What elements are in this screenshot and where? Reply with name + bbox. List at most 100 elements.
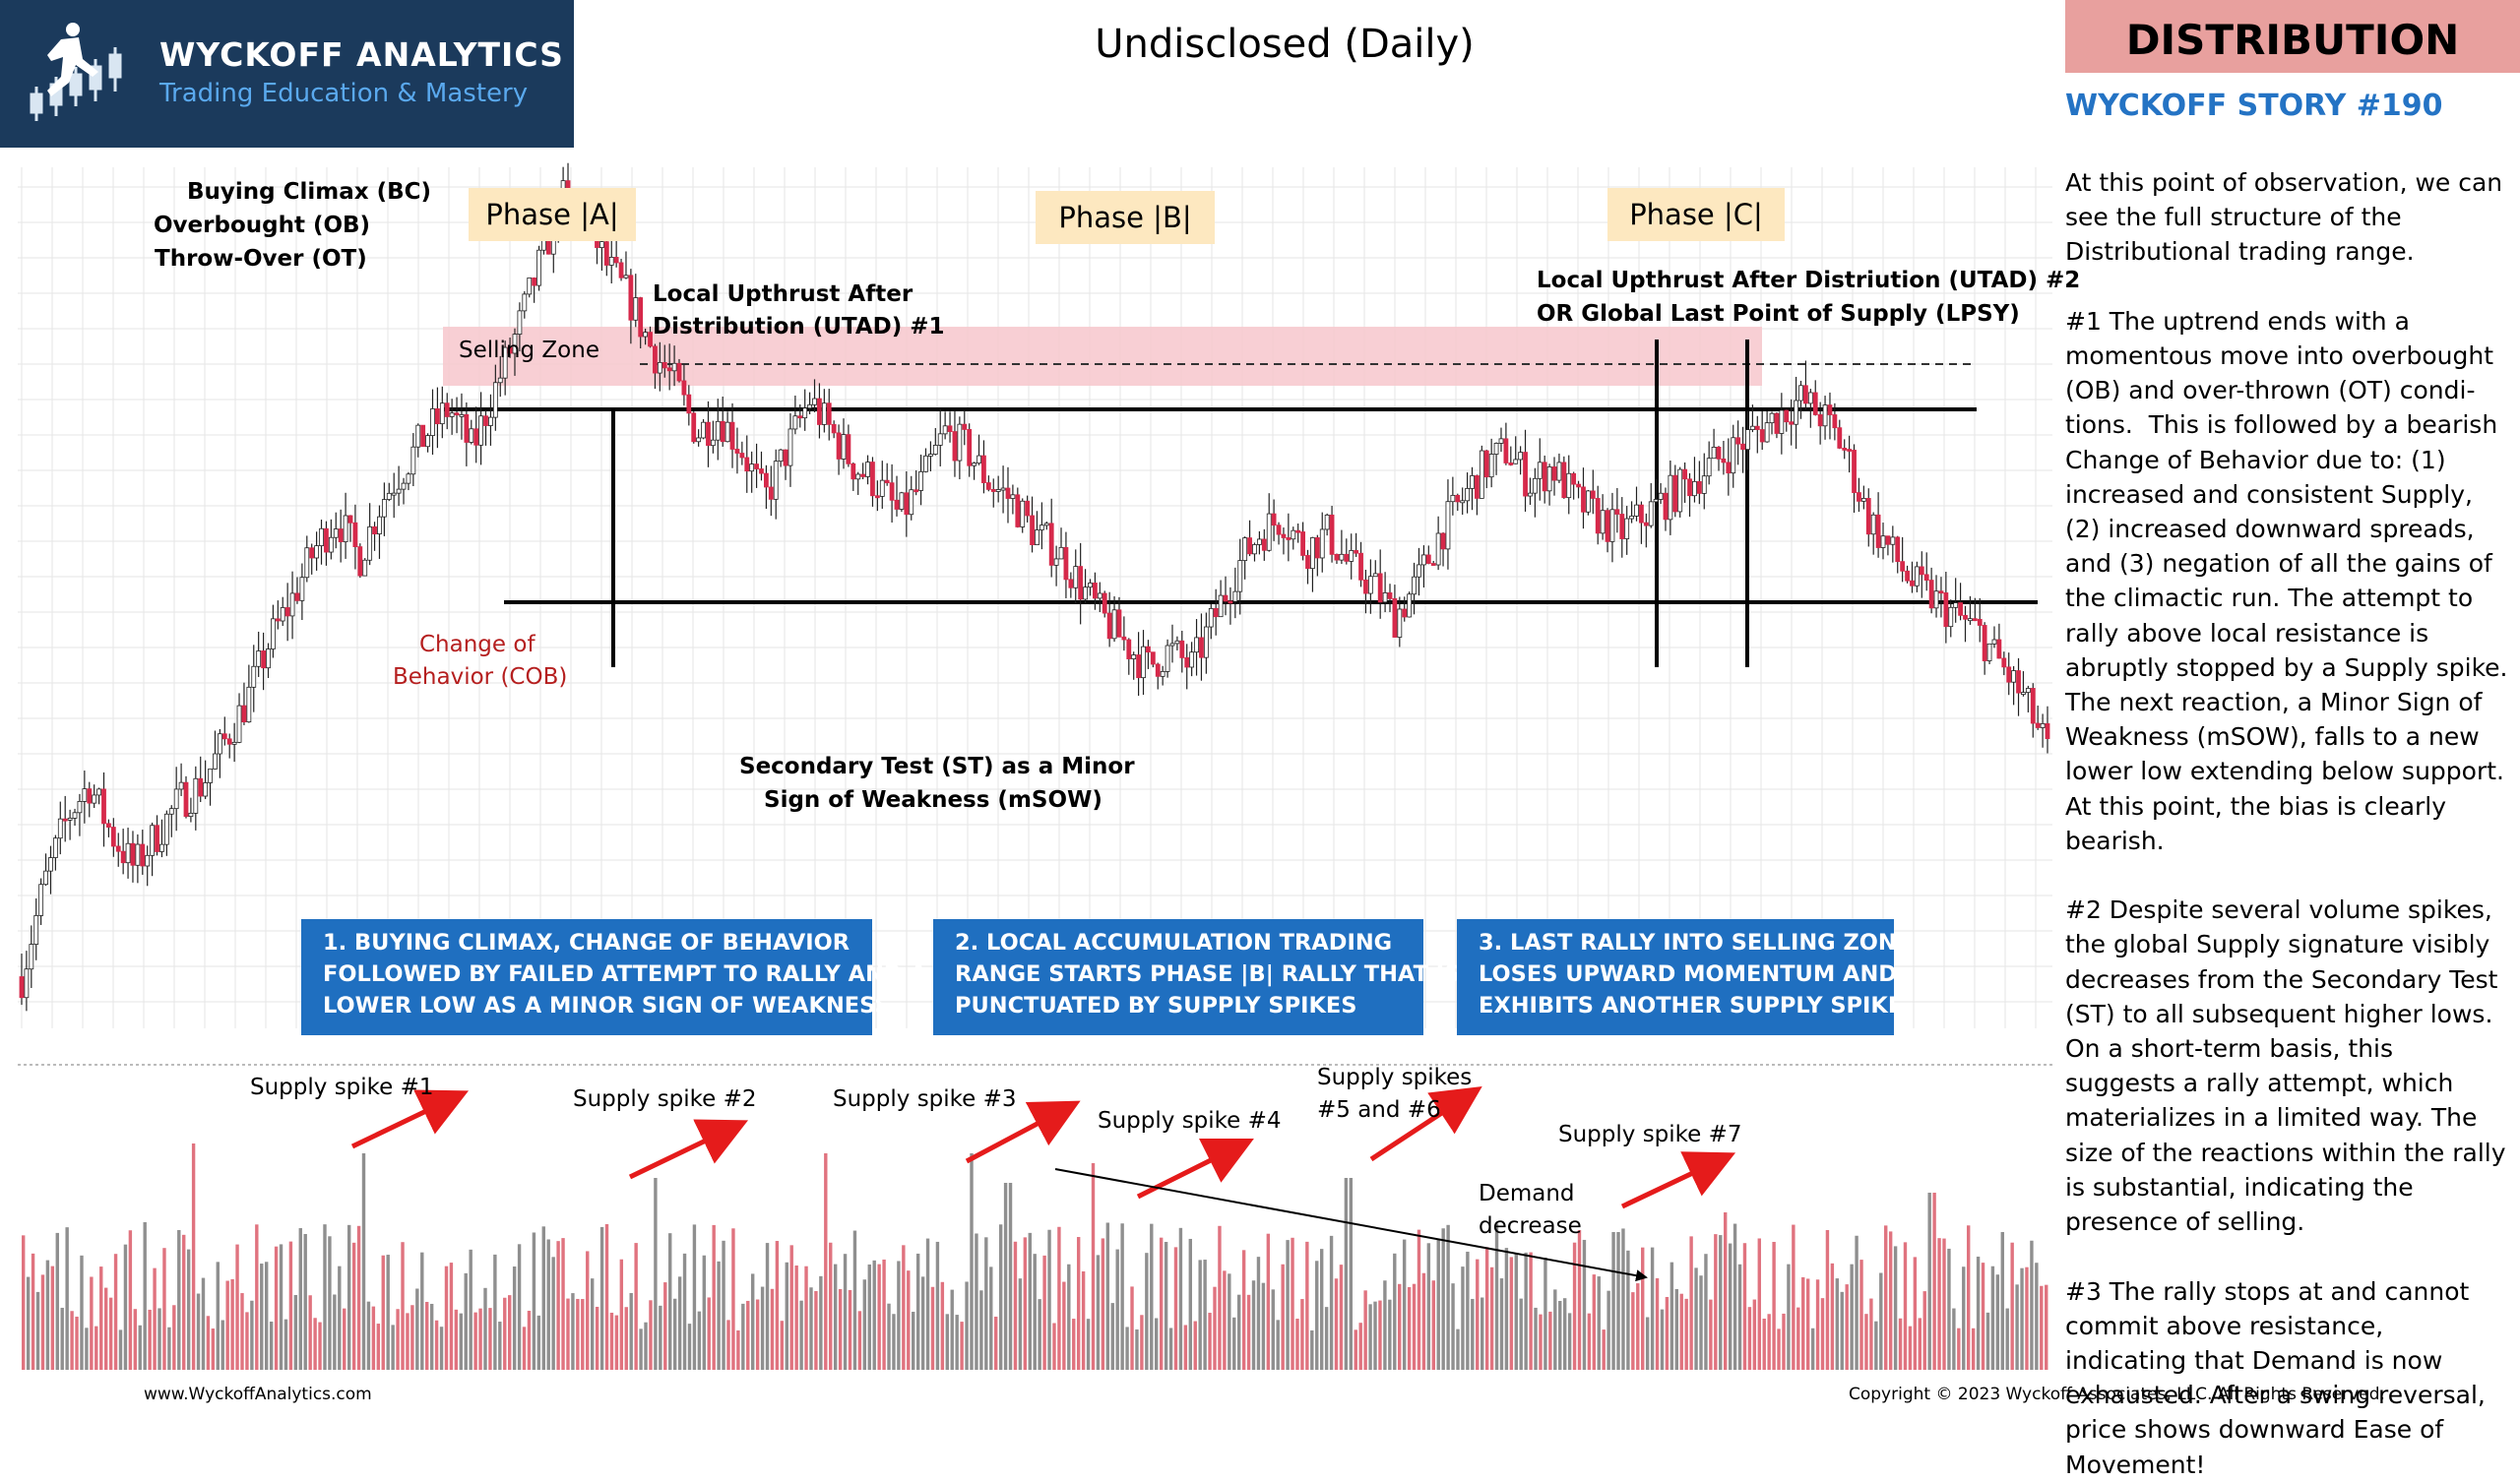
candle-body [362, 559, 368, 577]
volume-bars [22, 1143, 2048, 1370]
volume-bar [546, 1239, 550, 1370]
candle-body [662, 361, 667, 369]
demand-decrease-label-1: Demand [1479, 1181, 1575, 1206]
volume-bar [751, 1273, 755, 1370]
candle-body [1653, 499, 1659, 503]
candle-body [1590, 490, 1596, 499]
candle-body [1735, 437, 1741, 445]
candle-body [1329, 514, 1335, 555]
candle-body [1358, 552, 1363, 581]
candle-body [1479, 450, 1484, 499]
volume-bar [726, 1320, 730, 1370]
volume-bar [789, 1245, 793, 1370]
candle-body [48, 857, 53, 872]
volume-bar [90, 1276, 94, 1370]
utad1-label-1: Local Upthrust After [653, 281, 914, 307]
volume-bar [1120, 1223, 1124, 1370]
candle-body [1687, 478, 1692, 497]
candle-body [749, 463, 755, 472]
volume-bar [1602, 1329, 1606, 1370]
candle-body [599, 241, 604, 248]
candle-body [628, 275, 634, 321]
logo-runner-icon [30, 23, 122, 121]
candle-body [1179, 640, 1185, 658]
volume-bar [328, 1236, 332, 1370]
volume-bar [138, 1325, 142, 1370]
st-label-1: Secondary Test (ST) as a Minor [739, 754, 1135, 779]
candle-body [874, 495, 880, 499]
candlesticks [19, 162, 2050, 1012]
volume-bar [1879, 1272, 1883, 1370]
candle-body [1706, 458, 1712, 477]
candle-body [1716, 446, 1722, 460]
candle-body [1291, 529, 1296, 540]
candle-body [942, 425, 948, 435]
volume-bar [425, 1301, 429, 1370]
candle-body [1073, 566, 1079, 588]
candle-body [1319, 528, 1325, 559]
candle-body [1822, 404, 1828, 427]
utad2-label-2: OR Global Last Point of Supply (LPSY) [1537, 301, 2020, 327]
volume-bar [269, 1322, 274, 1370]
candle-body [1996, 639, 2002, 659]
volume-bar [935, 1241, 940, 1370]
volume-bar [172, 1305, 176, 1370]
candle-body [67, 817, 73, 821]
volume-bar [862, 1279, 867, 1370]
volume-bar [371, 1306, 376, 1370]
volume-bar [444, 1266, 449, 1370]
candle-body [1842, 448, 1848, 451]
candle-body [1440, 532, 1446, 550]
candle-body [536, 249, 541, 286]
candle-body [2001, 657, 2007, 668]
candle-body [1141, 646, 1146, 679]
volume-bar [1305, 1241, 1309, 1370]
volume-bar [406, 1313, 410, 1370]
candle-body [304, 547, 310, 579]
candle-body [899, 492, 905, 510]
volume-bar [2010, 1242, 2014, 1370]
volume-bar [1524, 1252, 1528, 1370]
candle-body [1005, 487, 1011, 499]
volume-bar [478, 1308, 482, 1370]
candle-body [208, 769, 213, 783]
volume-bar [1291, 1237, 1294, 1370]
candle-body [415, 424, 421, 448]
candle-body [280, 607, 285, 622]
volume-bar [1913, 1257, 1918, 1370]
candle-body [517, 310, 523, 336]
candle-body [1223, 594, 1228, 602]
info-box-2-line-1: 2. LOCAL ACCUMULATION TRADING [955, 930, 1393, 956]
volume-bar [1777, 1328, 1781, 1370]
candle-body [1528, 492, 1533, 497]
candle-body [1875, 514, 1881, 548]
candle-body [1672, 474, 1678, 513]
candle-body [2040, 722, 2046, 728]
candle-body [1677, 468, 1683, 513]
volume-bar [682, 1253, 687, 1370]
volume-bar [1266, 1233, 1271, 1370]
candle-body [1518, 452, 1524, 461]
volume-bar [1261, 1282, 1266, 1370]
candle-body [492, 382, 498, 418]
cob-label-1: Change of [419, 632, 536, 657]
volume-bar [566, 1298, 570, 1370]
candle-body [1247, 537, 1252, 555]
candle-body [1870, 514, 1876, 535]
volume-bar [833, 1264, 838, 1370]
volume-bar [1922, 1291, 1926, 1370]
candle-body [120, 850, 126, 864]
volume-bar [1232, 1317, 1236, 1370]
supply-arrow-5 [1369, 1086, 1482, 1162]
candle-body [1131, 654, 1137, 659]
volume-bar [1344, 1178, 1349, 1370]
volume-bar [1446, 1224, 1450, 1370]
volume-bar [659, 1305, 662, 1370]
candle-body [241, 705, 247, 723]
candle-body [1890, 536, 1896, 545]
volume-bar [498, 1322, 502, 1370]
volume-bar [614, 1315, 619, 1370]
volume-bar [22, 1235, 26, 1370]
candle-body [507, 346, 513, 354]
volume-bar [1719, 1235, 1723, 1370]
